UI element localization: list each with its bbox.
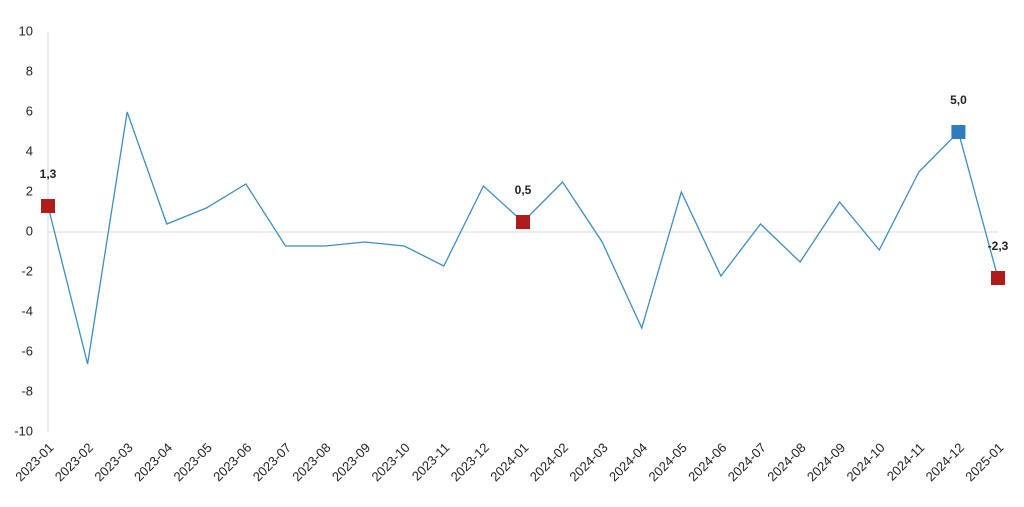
- x-tick-label: 2023-09: [329, 440, 373, 484]
- x-tick-label: 2024-08: [764, 440, 808, 484]
- x-tick-label: 2024-06: [685, 440, 729, 484]
- x-tick-label: 2023-04: [131, 440, 175, 484]
- x-tick-label: 2024-02: [527, 440, 571, 484]
- data-label: 5,0: [950, 93, 967, 107]
- x-tick-label: 2023-07: [250, 440, 294, 484]
- x-tick-label: 2023-10: [368, 440, 412, 484]
- x-tick-label: 2023-08: [289, 440, 333, 484]
- x-tick-label: 2023-02: [52, 440, 96, 484]
- x-tick-label: 2024-01: [487, 440, 531, 484]
- y-tick-label: 4: [26, 143, 33, 158]
- x-tick-label: 2023-03: [91, 440, 135, 484]
- x-tick-label: 2024-11: [884, 440, 928, 484]
- y-tick-label: -6: [21, 343, 33, 358]
- marker: [41, 199, 55, 213]
- y-tick-label: 6: [26, 103, 33, 118]
- marker: [516, 215, 530, 229]
- x-tick-label: 2024-09: [804, 440, 848, 484]
- x-tick-label: 2023-01: [12, 440, 56, 484]
- data-label: -2,3: [988, 239, 1009, 253]
- marker: [951, 125, 966, 139]
- x-tick-label: 2023-12: [448, 440, 492, 484]
- y-tick-label: -10: [14, 423, 33, 438]
- y-tick-label: 2: [26, 183, 33, 198]
- marker: [991, 271, 1005, 285]
- data-label: 1,3: [40, 167, 57, 181]
- x-tick-label: 2023-06: [210, 440, 254, 484]
- y-tick-label: 10: [19, 23, 33, 38]
- y-tick-label: -8: [21, 383, 33, 398]
- y-tick-label: 8: [26, 63, 33, 78]
- x-tick-label: 2024-04: [606, 440, 650, 484]
- x-tick-label: 2024-10: [843, 440, 887, 484]
- x-tick-label: 2023-05: [171, 440, 215, 484]
- x-tick-label: 2025-01: [962, 440, 1006, 484]
- line: [47, 111, 999, 365]
- x-tick-label: 2024-03: [566, 440, 610, 484]
- y-tick-label: 0: [26, 223, 33, 238]
- x-tick-label: 2024-12: [923, 440, 967, 484]
- x-tick-label: 2023-11: [409, 440, 453, 484]
- x-tick-label: 2024-05: [646, 440, 690, 484]
- y-tick-label: -2: [21, 263, 33, 278]
- x-tick-label: 2024-07: [725, 440, 769, 484]
- data-label: 0,5: [515, 183, 532, 197]
- y-tick-label: -4: [21, 303, 33, 318]
